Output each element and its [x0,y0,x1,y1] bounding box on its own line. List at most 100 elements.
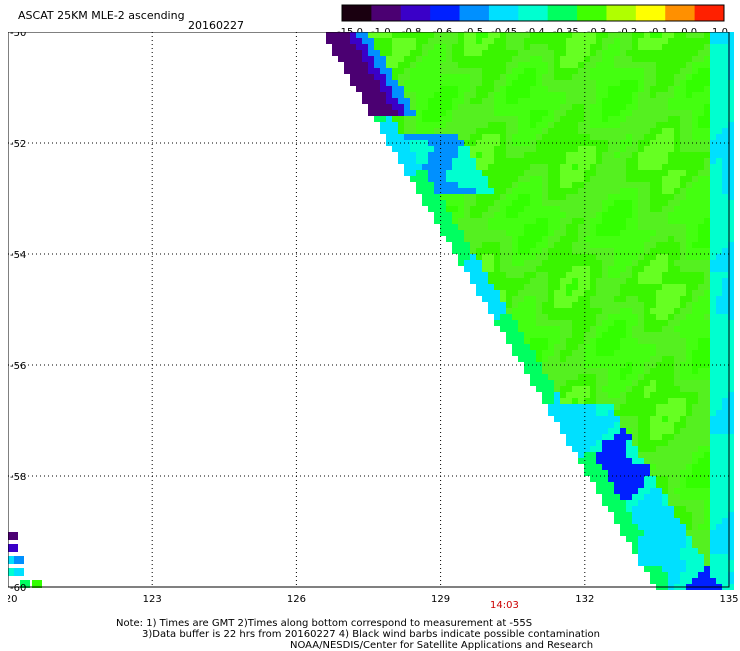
data-cell [602,386,608,392]
data-cell [398,98,404,104]
data-cell [578,326,584,332]
data-cell [410,86,416,92]
data-cell [440,110,446,116]
data-cell [548,350,554,356]
data-cell [542,350,548,356]
data-cell [698,458,704,464]
data-cell [500,74,506,80]
data-cell [596,386,602,392]
data-cell [686,392,692,398]
data-cell [572,350,578,356]
data-cell [620,410,626,416]
data-cell [728,458,734,464]
data-cell [710,542,716,548]
data-cell [578,260,584,266]
data-cell [614,344,620,350]
data-cell [644,158,650,164]
data-cell [662,356,668,362]
data-cell [692,134,698,140]
data-cell [674,284,680,290]
data-cell [422,116,428,122]
data-cell [656,152,662,158]
data-cell [404,38,410,44]
data-cell [626,266,632,272]
data-cell [716,410,722,416]
data-cell [722,326,728,332]
data-cell [656,422,662,428]
data-cell [584,152,590,158]
data-cell [656,446,662,452]
data-cell [722,374,728,380]
data-cell [530,356,536,362]
data-cell [614,434,620,440]
data-cell [404,134,410,140]
data-cell [440,194,446,200]
data-cell [590,170,596,176]
data-cell [542,398,548,404]
data-cell [722,164,728,170]
data-cell [668,290,674,296]
data-cell [494,236,500,242]
data-cell [626,158,632,164]
data-cell [674,476,680,482]
data-cell [596,470,602,476]
data-cell [644,86,650,92]
data-cell [506,194,512,200]
data-cell [464,134,470,140]
data-cell [674,104,680,110]
map-title: ASCAT 25KM MLE-2 ascending [18,9,185,22]
data-cell [614,446,620,452]
data-cell [434,50,440,56]
data-cell [410,170,416,176]
data-cell [578,254,584,260]
data-cell [650,512,656,518]
data-cell [398,152,404,158]
data-cell [602,272,608,278]
data-cell [374,92,380,98]
data-cell [716,332,722,338]
data-cell [452,206,458,212]
data-cell [710,128,716,134]
data-cell [626,416,632,422]
data-cell [458,62,464,68]
data-cell [662,254,668,260]
data-cell [584,128,590,134]
data-cell [722,200,728,206]
data-cell [602,236,608,242]
data-cell [566,380,572,386]
data-cell [704,92,710,98]
data-cell [476,146,482,152]
data-cell [686,212,692,218]
data-cell [620,152,626,158]
data-cell [572,50,578,56]
data-cell [698,482,704,488]
data-cell [698,122,704,128]
data-cell [704,350,710,356]
data-cell [422,104,428,110]
data-cell [422,38,428,44]
data-cell [698,206,704,212]
data-cell [662,308,668,314]
data-cell [344,38,350,44]
data-cell [680,566,686,572]
data-cell [554,182,560,188]
data-cell [668,404,674,410]
data-cell [500,314,506,320]
data-cell [548,170,554,176]
data-cell [680,464,686,470]
data-cell [464,146,470,152]
data-cell [368,74,374,80]
data-cell [686,386,692,392]
data-cell [476,158,482,164]
data-cell [512,296,518,302]
data-cell [716,530,722,536]
data-cell [452,122,458,128]
data-cell [590,320,596,326]
data-cell [380,80,386,86]
data-cell [722,512,728,518]
data-cell [464,200,470,206]
data-cell [716,542,722,548]
data-cell [614,368,620,374]
data-cell [698,368,704,374]
data-cell [476,44,482,50]
